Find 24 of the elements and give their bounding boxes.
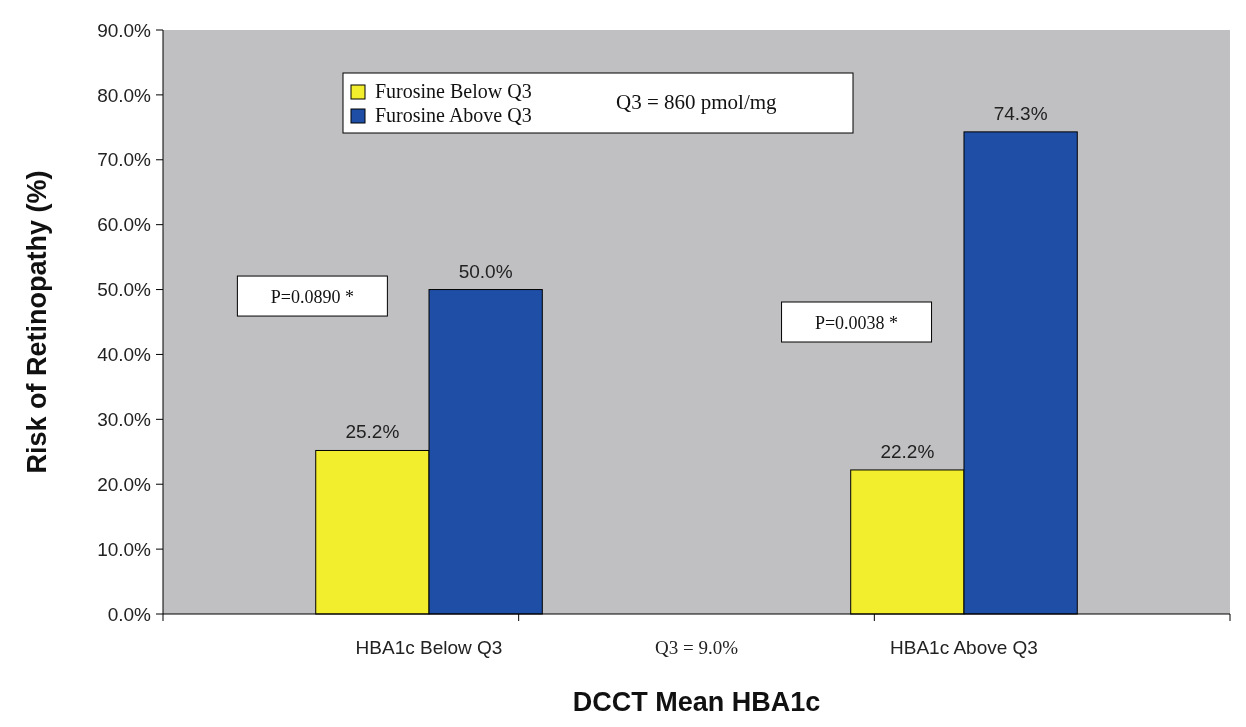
y-tick-label: 50.0% (97, 279, 152, 301)
x-tick-label: HBA1c Above Q3 (890, 637, 1038, 658)
legend-label: Furosine Above Q3 (375, 104, 532, 126)
y-tick-label: 90.0% (97, 19, 152, 41)
legend-label: Furosine Below Q3 (375, 80, 532, 102)
y-axis-title: Risk of Retinopathy (%) (22, 170, 52, 474)
y-tick-label: 60.0% (97, 214, 152, 236)
y-tick-label: 70.0% (97, 149, 152, 171)
x-tick-label: HBA1c Below Q3 (355, 637, 503, 658)
data-label: 50.0% (458, 260, 513, 282)
y-tick-label: 40.0% (97, 344, 152, 366)
annotation: P=0.0890 * (270, 287, 354, 308)
y-tick-label: 20.0% (97, 473, 152, 495)
annotation: Q3 = 860 pmol/mg (616, 90, 778, 114)
y-tick-label: 30.0% (97, 408, 152, 430)
y-tick-label: 0.0% (107, 603, 152, 625)
y-tick-label: 80.0% (97, 84, 152, 106)
y-tick-label: 10.0% (97, 538, 152, 560)
annotation: P=0.0038 * (814, 313, 899, 333)
x-axis-title: DCCT Mean HBA1c (572, 687, 821, 717)
data-label: 25.2% (345, 421, 400, 443)
data-label: 74.3% (993, 102, 1048, 124)
x-tick-label: Q3 = 9.0% (654, 637, 739, 658)
data-label: 22.2% (880, 440, 935, 462)
